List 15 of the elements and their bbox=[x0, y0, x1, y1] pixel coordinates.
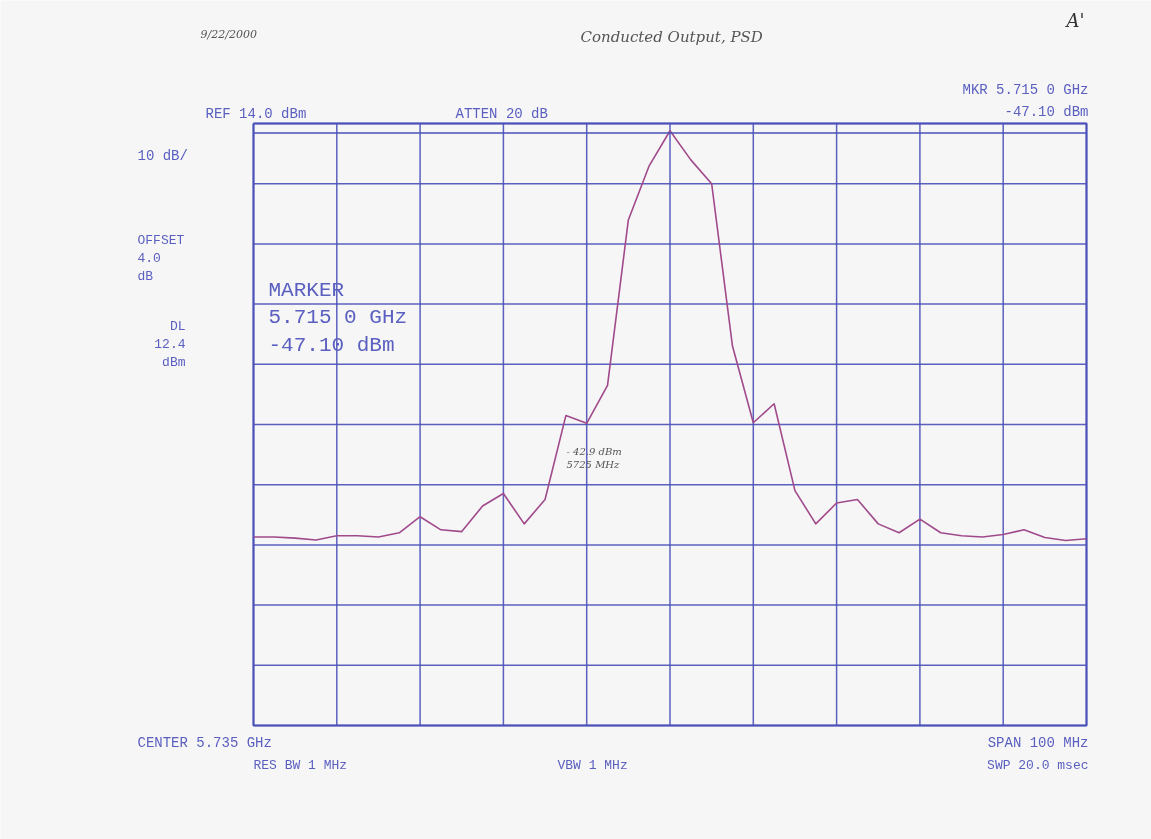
text: SWP 20.0 msec bbox=[987, 757, 1089, 773]
text: OFFSET 4.0 dB bbox=[137, 232, 185, 284]
text: A' bbox=[1064, 9, 1085, 31]
text: SPAN 100 MHz bbox=[987, 734, 1089, 751]
text: 9/22/2000 bbox=[200, 27, 257, 41]
text: CENTER 5.735 GHz bbox=[137, 734, 272, 751]
text: 10 dB/ bbox=[137, 147, 188, 164]
chart-title: Conducted Output, PSD bbox=[580, 27, 763, 46]
ref-line-label: DL 12.4 dBm bbox=[154, 318, 186, 370]
text: MKR 5.715 0 GHz bbox=[962, 81, 1089, 98]
text: ATTEN 20 dB bbox=[455, 105, 548, 122]
text: REF 14.0 dBm bbox=[205, 105, 307, 122]
text: VBW 1 MHz bbox=[557, 757, 628, 773]
text: -47.10 dBm bbox=[1004, 103, 1089, 120]
text: RES BW 1 MHz bbox=[253, 757, 348, 773]
